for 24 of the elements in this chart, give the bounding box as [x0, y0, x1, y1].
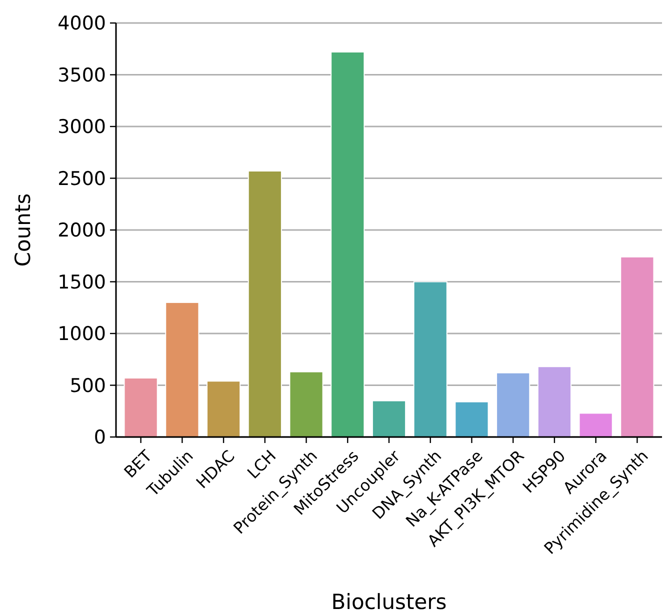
bar — [206, 380, 241, 438]
bar — [620, 256, 654, 438]
bar — [496, 372, 530, 438]
bar — [454, 401, 489, 438]
bar — [124, 378, 158, 438]
bar — [372, 400, 406, 438]
bar — [537, 366, 572, 438]
bar — [330, 51, 365, 438]
bar — [165, 302, 200, 438]
y-tick-label: 3500 — [58, 64, 106, 86]
y-tick-label: 2500 — [58, 168, 106, 190]
x-axis-title: Bioclusters — [331, 590, 447, 613]
y-tick-label: 0 — [94, 426, 106, 449]
y-tick-label: 3000 — [58, 116, 106, 138]
y-tick-label: 500 — [70, 374, 106, 397]
y-tick-label: 1000 — [58, 323, 106, 346]
bar — [289, 371, 324, 438]
bar — [413, 281, 448, 438]
bar — [578, 412, 613, 438]
y-tick-label: 4000 — [58, 12, 106, 35]
y-tick-label: 2000 — [58, 220, 106, 242]
y-axis-title: Counts — [11, 193, 35, 267]
bar — [248, 170, 282, 438]
y-tick-label: 1500 — [58, 271, 106, 294]
